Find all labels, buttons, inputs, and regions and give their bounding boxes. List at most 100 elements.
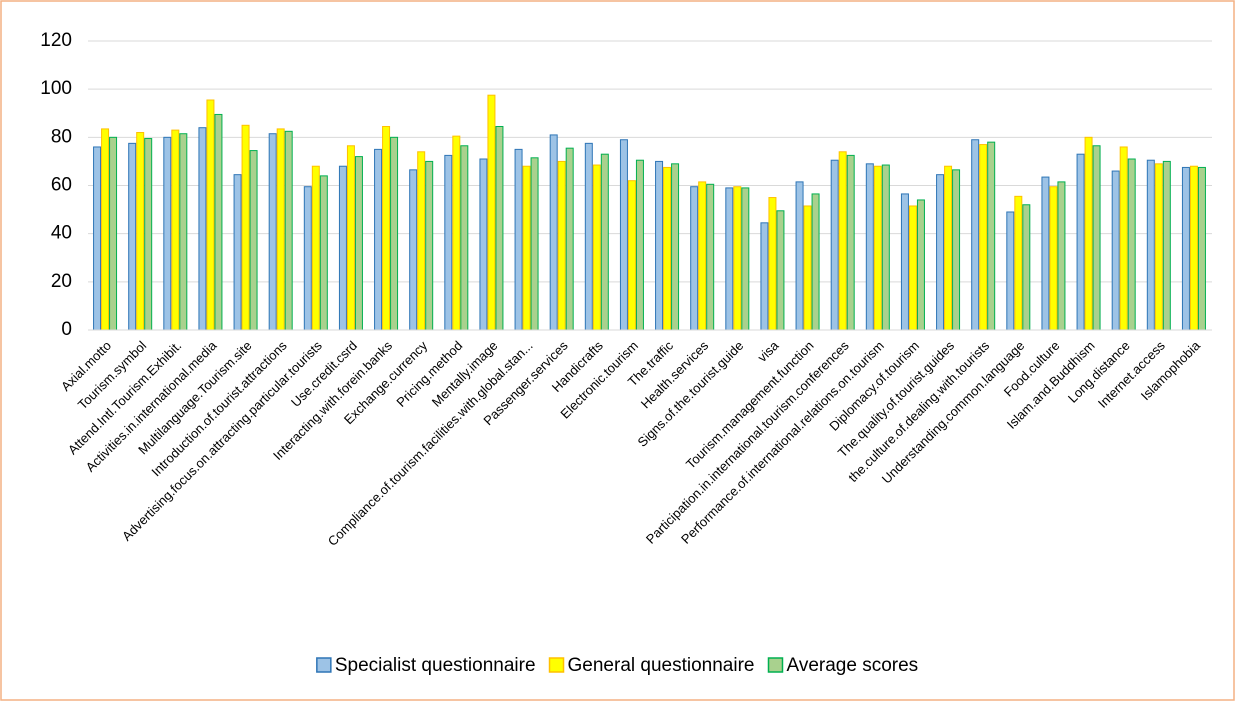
bar [487, 94, 496, 331]
bar [795, 181, 804, 331]
y-tick-label: 60 [51, 175, 72, 196]
bar [1154, 163, 1163, 331]
bar [663, 166, 672, 331]
bar [671, 163, 680, 331]
bar [495, 125, 504, 331]
y-tick-label: 0 [61, 319, 72, 340]
bar [733, 186, 742, 331]
bar [530, 157, 539, 331]
bar [276, 128, 285, 331]
bar [284, 130, 293, 331]
bar [1084, 136, 1093, 331]
bar [1049, 186, 1058, 331]
bar [830, 159, 839, 331]
bar [916, 199, 925, 331]
bar [1197, 166, 1206, 331]
legend-label: General questionnaire [568, 655, 755, 676]
bar [417, 151, 426, 331]
y-tick-label: 100 [40, 78, 72, 99]
bar [268, 133, 277, 331]
bar [1111, 170, 1120, 331]
bar [311, 165, 320, 331]
bar [214, 113, 223, 331]
bar [1076, 153, 1085, 331]
bar [346, 145, 355, 331]
bar [936, 174, 945, 331]
bar [979, 144, 988, 331]
bar [1127, 158, 1136, 331]
bar [803, 205, 812, 331]
bar [760, 222, 769, 331]
bar [144, 138, 153, 331]
bar [409, 169, 418, 331]
bar [93, 146, 102, 331]
bar [768, 197, 777, 331]
bar [303, 186, 312, 331]
bar [479, 158, 488, 331]
legend-swatch [767, 657, 784, 673]
y-tick-label: 80 [51, 126, 72, 147]
bar [627, 180, 636, 331]
bar [987, 141, 996, 331]
bar [233, 174, 242, 331]
y-tick-label: 120 [40, 30, 72, 51]
bar [549, 134, 558, 331]
bar [873, 165, 882, 331]
bar [374, 148, 383, 331]
bar [776, 210, 785, 331]
bar [838, 151, 847, 331]
bar [198, 127, 207, 331]
bar [1189, 165, 1198, 331]
bar [565, 147, 574, 331]
bar [390, 136, 399, 331]
bar [881, 164, 890, 331]
bar [741, 187, 750, 331]
bar [171, 129, 180, 331]
bar [163, 136, 172, 331]
bar [900, 193, 909, 331]
bar [1041, 176, 1050, 331]
bar [1057, 181, 1066, 331]
legend-swatch [316, 657, 332, 673]
bar [944, 165, 953, 331]
legend-label: Average scores [786, 655, 918, 676]
bar [319, 175, 328, 331]
bar [354, 156, 363, 331]
bar [522, 165, 531, 331]
bar [619, 139, 628, 331]
bar [1162, 160, 1171, 331]
bar [382, 125, 391, 331]
legend-swatch [548, 657, 565, 673]
bar [1181, 166, 1190, 331]
bar [1092, 145, 1101, 331]
bar [514, 148, 523, 331]
bar [557, 160, 566, 331]
bar [128, 142, 137, 331]
legend-label: Specialist questionnaire [335, 655, 536, 676]
bar [460, 145, 469, 331]
bar [206, 99, 215, 331]
bar [600, 153, 609, 331]
y-tick-label: 40 [51, 223, 72, 244]
bar [241, 124, 250, 331]
bar [706, 183, 715, 331]
bar [425, 160, 434, 331]
bar [1119, 146, 1128, 331]
bar [338, 165, 347, 331]
bar [1146, 159, 1155, 331]
bar [865, 163, 874, 331]
bar [1006, 211, 1015, 331]
bar [1014, 195, 1023, 331]
y-tick-label: 20 [51, 271, 72, 292]
bar [811, 193, 820, 331]
bar [179, 133, 188, 331]
bar [952, 169, 961, 331]
bar [592, 164, 601, 331]
legend: Specialist questionnaire General question… [316, 655, 918, 676]
bar [1022, 204, 1031, 331]
bar [971, 139, 980, 331]
bar [109, 136, 118, 331]
bar [444, 154, 453, 331]
bar [698, 181, 707, 331]
